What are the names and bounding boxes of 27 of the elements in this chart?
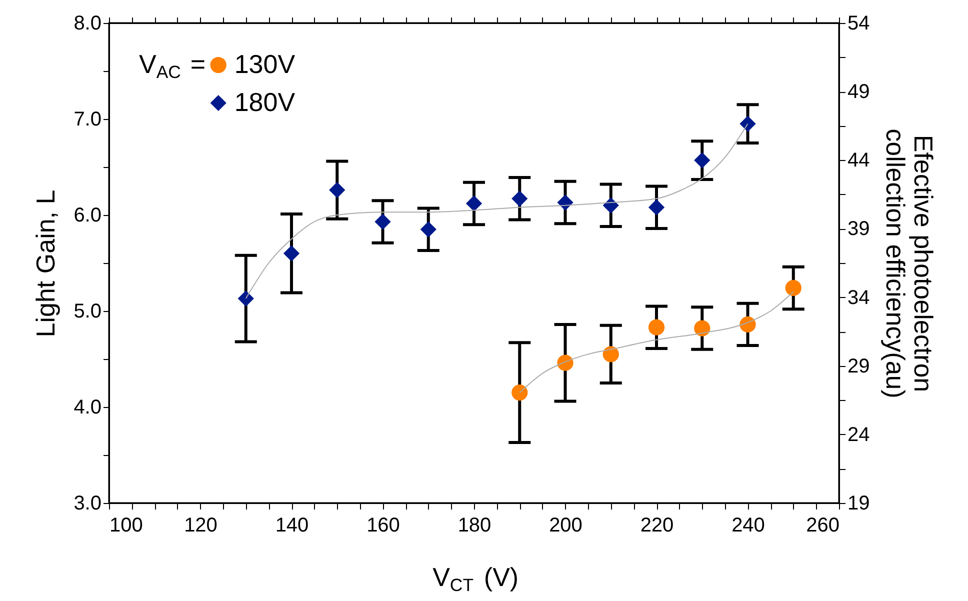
y-axis-title: Light Gain, L xyxy=(30,190,61,338)
y2-tick-label: 29 xyxy=(848,355,870,378)
y2-tick-label: 54 xyxy=(848,12,870,34)
x-tick-label: 160 xyxy=(366,514,400,536)
y-tick-label: 5.0 xyxy=(74,300,102,322)
x-tick-label: 100 xyxy=(110,514,143,536)
x-tick-label: 180 xyxy=(458,514,492,536)
y2-tick-label: 34 xyxy=(848,286,870,309)
y2-tick-label: 44 xyxy=(848,150,870,172)
y-tick-label: 8.0 xyxy=(74,12,102,34)
x-tick-label: 240 xyxy=(732,514,765,536)
y-tick-label: 6.0 xyxy=(74,204,102,226)
x-tick-label: 120 xyxy=(184,514,218,536)
x-tick-label: 260 xyxy=(806,514,840,536)
y2-axis-title: Efective photoelectron collection efficiency(au) xyxy=(880,128,939,398)
y-tick-label: 4.0 xyxy=(74,396,102,418)
y-tick-label: 7.0 xyxy=(74,108,102,130)
y2-tick-label: 49 xyxy=(848,81,870,104)
x-tick-label: 140 xyxy=(275,514,309,536)
y2-tick-label: 24 xyxy=(848,424,870,446)
legend-label: 130V xyxy=(234,49,296,79)
y2-tick-label: 39 xyxy=(848,218,870,240)
y-tick-label: 3.0 xyxy=(74,492,102,514)
y2-tick-label: 19 xyxy=(848,492,870,514)
x-tick-label: 220 xyxy=(640,514,674,536)
x-tick-label: 200 xyxy=(549,514,582,536)
legend-label: 180V xyxy=(234,87,296,117)
